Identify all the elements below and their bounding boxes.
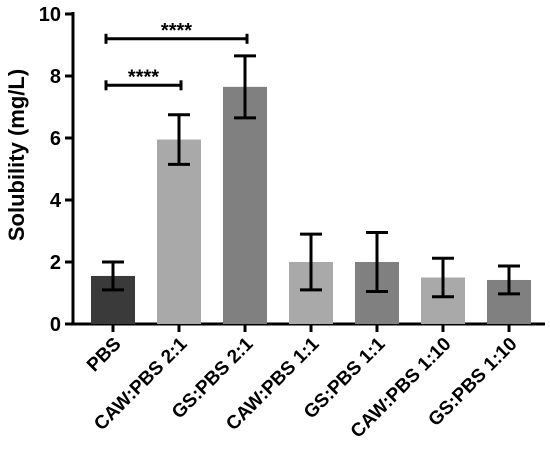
significance-brackets: **** **** (104, 20, 249, 91)
bar (223, 86, 267, 324)
significance-label: **** (161, 20, 192, 42)
x-tick-label: PBS (83, 334, 125, 376)
error-bars (102, 54, 520, 299)
bar (157, 139, 201, 324)
y-tick-label: 2 (50, 252, 61, 274)
y-tick-label: 0 (50, 314, 61, 336)
y-tick-label: 4 (50, 190, 62, 212)
y-tick-label: 6 (50, 128, 61, 150)
y-tick-label: 8 (50, 66, 61, 88)
y-tick-label: 10 (39, 4, 61, 26)
y-axis-title: Solubility (mg/L) (4, 69, 29, 241)
y-tick-labels: 0 2 4 6 8 10 (39, 4, 62, 336)
axes (65, 12, 545, 332)
significance-label: **** (128, 66, 159, 88)
bars (91, 86, 531, 324)
